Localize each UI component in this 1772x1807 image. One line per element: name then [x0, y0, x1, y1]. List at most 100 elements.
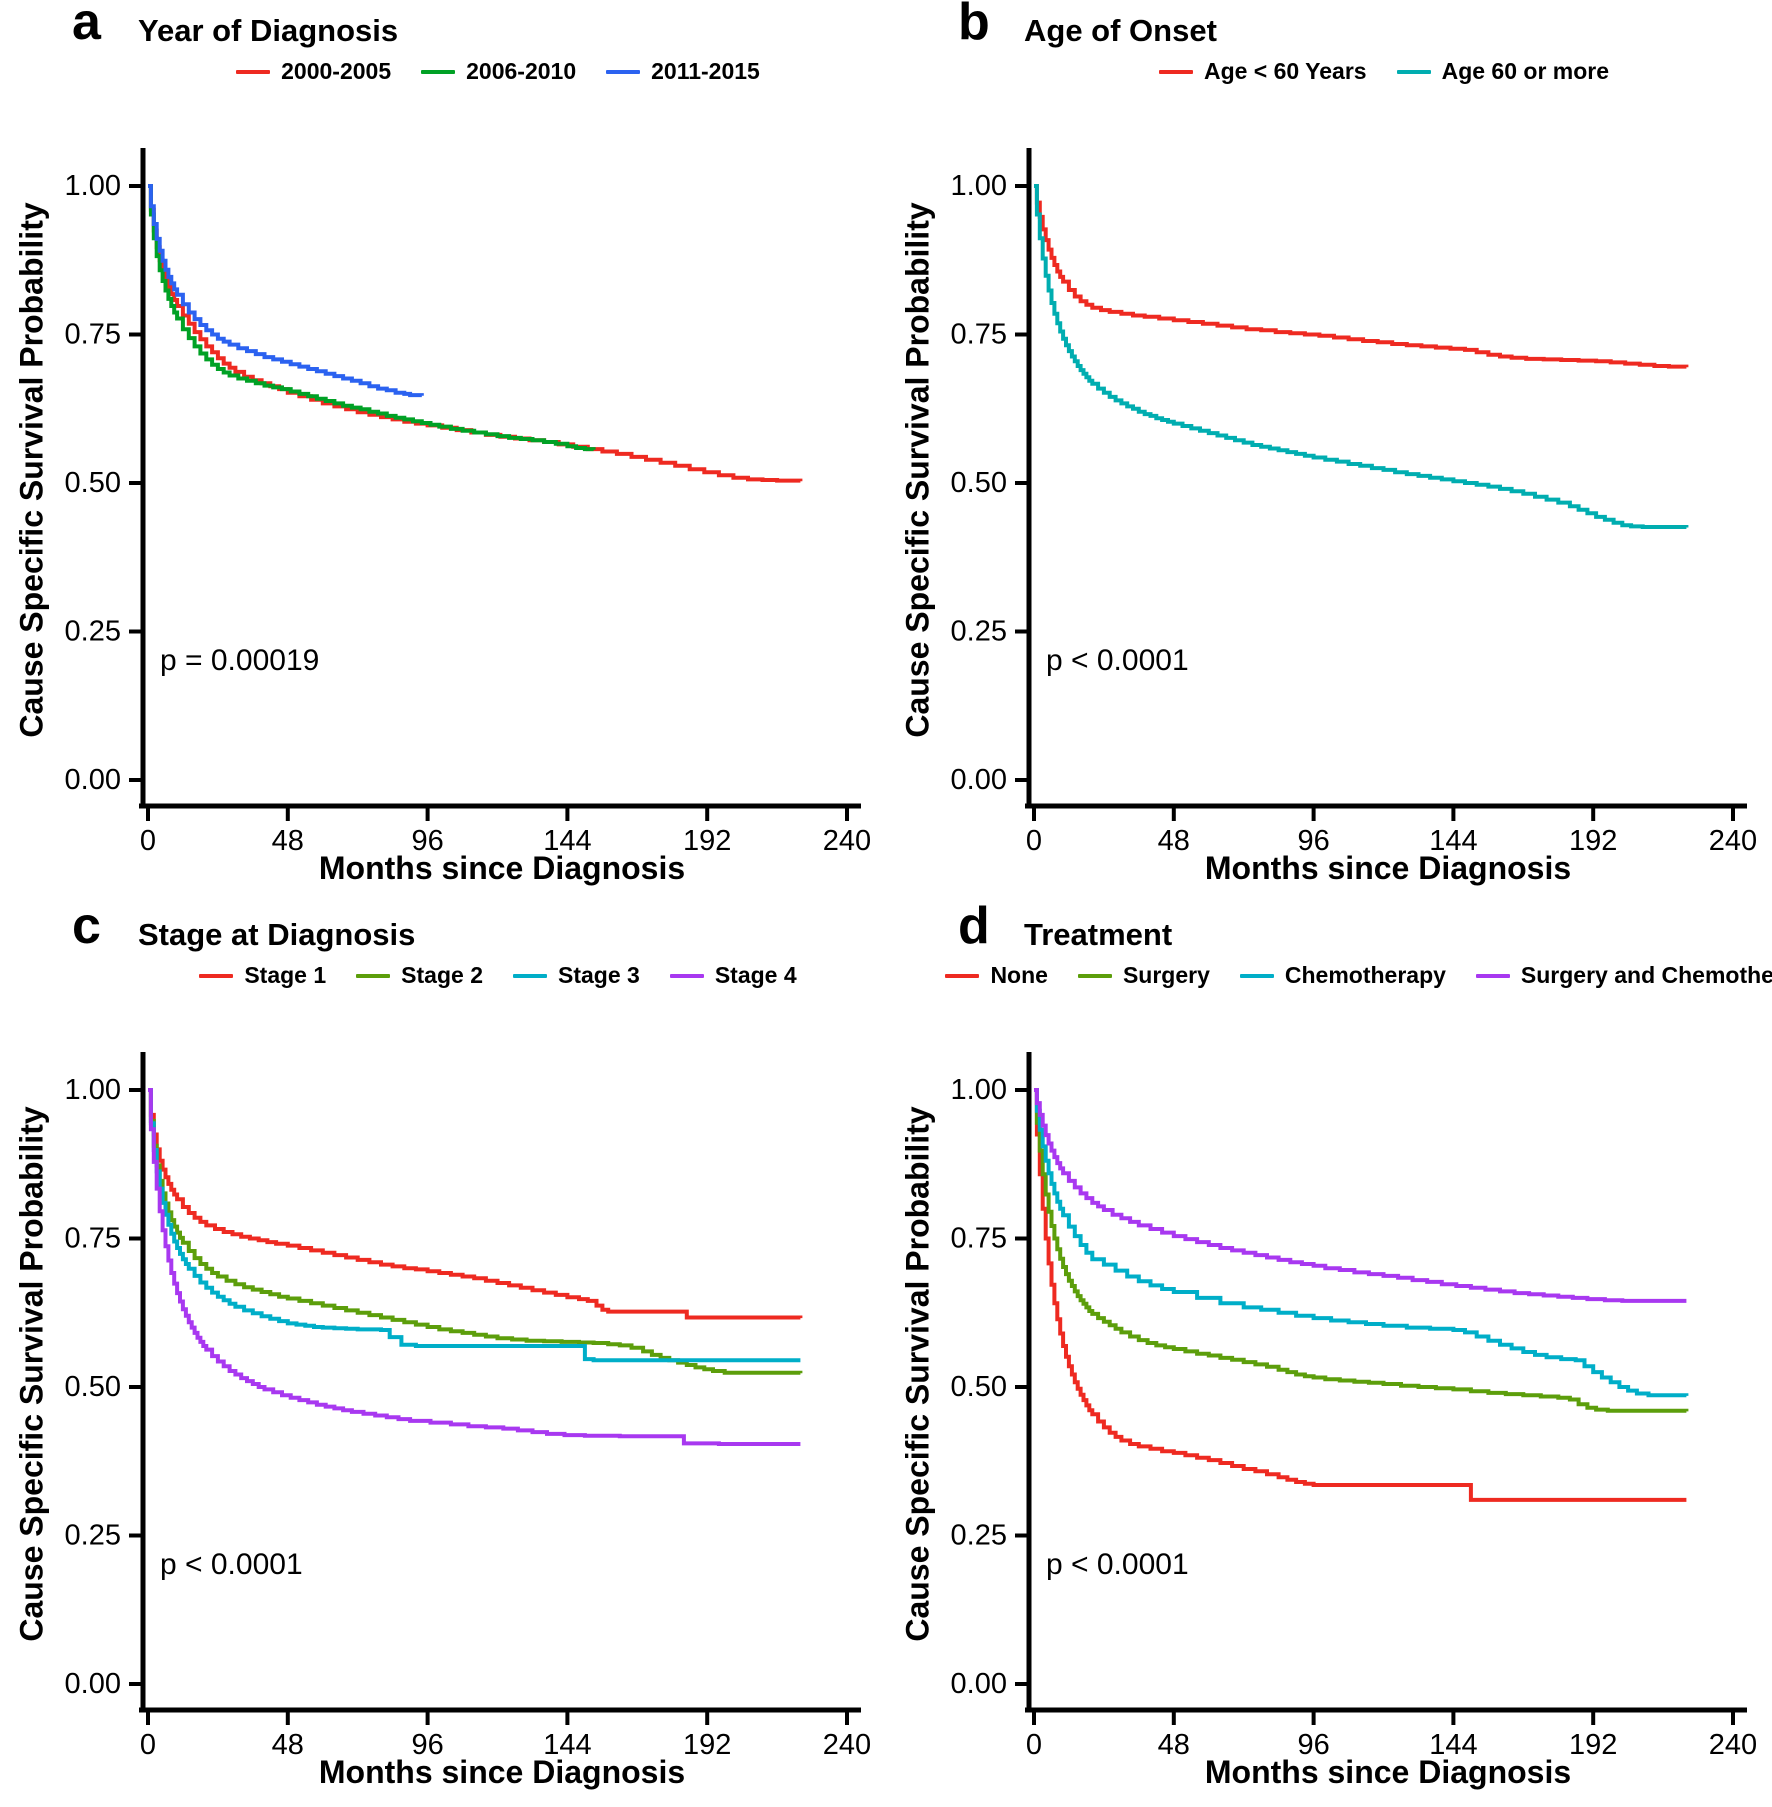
legend-label: 2011-2015 [651, 58, 760, 84]
panel-title: Stage at Diagnosis [138, 917, 416, 952]
y-tick-label: 0.75 [65, 1223, 121, 1255]
x-tick-label: 48 [1158, 825, 1190, 857]
legend: Stage 1 Stage 2 Stage 3 Stage 4 [88, 962, 908, 989]
km-curve-stage-2 [148, 1088, 803, 1375]
legend-item-2000-2005: 2000-2005 [236, 58, 391, 85]
km-curve-stage-3 [148, 1088, 801, 1363]
legend: Age < 60 Years Age 60 or more [974, 58, 1772, 85]
y-tick-label: 0.75 [951, 319, 1007, 351]
y-tick-label: 1.00 [65, 170, 121, 202]
km-plot-svg: 1.00 0.75 0.50 0.25 0.00 0 48 96 144 192 240 [65, 148, 871, 857]
p-value-annotation: p < 0.0001 [160, 1548, 303, 1581]
x-tick-label: 144 [543, 1729, 591, 1761]
km-curve-age-60-years [1034, 184, 1689, 369]
x-tick-label: 0 [1026, 1729, 1042, 1761]
x-tick-label: 0 [1026, 825, 1042, 857]
km-curve-age-60-or-more [1034, 184, 1689, 529]
y-tick-label: 0.50 [951, 1371, 1007, 1403]
y-tick-label: 0.50 [65, 467, 121, 499]
legend-item-age-60-or-more: Age 60 or more [1396, 58, 1610, 85]
p-value-annotation: p = 0.00019 [160, 644, 320, 677]
legend-label: Stage 4 [714, 962, 797, 988]
y-tick-label: 0.75 [65, 319, 121, 351]
legend-swatch-surgery [1077, 973, 1112, 978]
legend-item-stage-4: Stage 4 [669, 962, 797, 989]
x-axis-title: Months since Diagnosis [1204, 1754, 1572, 1790]
legend-label: Age < 60 Years [1203, 58, 1367, 84]
y-tick-label: 0.25 [951, 616, 1007, 648]
legend-swatch-none [945, 973, 980, 978]
y-tick-label: 0.50 [951, 467, 1007, 499]
x-tick-label: 48 [272, 825, 304, 857]
legend-label: Chemotherapy [1284, 962, 1446, 988]
legend-swatch-surgery-and-chemotherapy [1475, 973, 1510, 978]
panel-title: Age of Onset [1024, 13, 1217, 48]
x-tick-label: 48 [272, 1729, 304, 1761]
km-curve-stage-1 [148, 1088, 803, 1320]
x-tick-label: 240 [1709, 1729, 1757, 1761]
legend-label: Surgery and Chemotherapy [1520, 962, 1772, 988]
x-tick-label: 144 [1429, 825, 1477, 857]
x-tick-label: 96 [1297, 1729, 1329, 1761]
legend-item-stage-1: Stage 1 [199, 962, 326, 989]
legend-swatch-2006-2010 [421, 69, 456, 74]
legend-label: Age 60 or more [1441, 58, 1610, 84]
legend-label: Stage 2 [401, 962, 483, 988]
legend-label: 2000-2005 [281, 58, 392, 84]
legend-item-2011-2015: 2011-2015 [606, 58, 760, 85]
legend-label: Stage 1 [244, 962, 327, 988]
y-tick-label: 0.25 [65, 616, 121, 648]
km-curve-none [1034, 1088, 1687, 1502]
legend-swatch-chemotherapy [1239, 973, 1274, 978]
legend: 2000-2005 2006-2010 2011-2015 [88, 58, 908, 85]
legend-item-stage-2: Stage 2 [356, 962, 483, 989]
x-tick-label: 0 [140, 825, 156, 857]
x-tick-label: 192 [1569, 825, 1617, 857]
legend-item-none: None [945, 962, 1048, 989]
x-axis-title: Months since Diagnosis [318, 1754, 686, 1790]
panel-letter: b [958, 0, 990, 51]
y-tick-label: 0.25 [951, 1520, 1007, 1552]
x-tick-label: 240 [1709, 825, 1757, 857]
km-curve-stage-4 [148, 1088, 801, 1446]
legend-swatch-stage-2 [356, 973, 391, 978]
legend-swatch-age-60-years [1158, 69, 1193, 74]
legend-item-age-60-years: Age < 60 Years [1158, 58, 1367, 85]
x-tick-label: 96 [1297, 825, 1329, 857]
km-plot-svg: 1.00 0.75 0.50 0.25 0.00 0 48 96 144 192 240 [65, 1052, 871, 1761]
x-tick-label: 144 [543, 825, 591, 857]
km-plot-svg: 1.00 0.75 0.50 0.25 0.00 0 48 96 144 192 240 [951, 148, 1757, 857]
x-tick-label: 192 [683, 1729, 731, 1761]
km-curve-2006-2010 [148, 184, 596, 452]
panel-a: a Year of Diagnosis 2000-2005 2006-2010 20… [0, 0, 886, 903]
legend-swatch-age-60-or-more [1396, 69, 1431, 74]
legend-item-2006-2010: 2006-2010 [421, 58, 576, 85]
y-tick-label: 0.00 [65, 764, 121, 796]
legend-item-stage-3: Stage 3 [513, 962, 640, 989]
legend-swatch-stage-4 [669, 973, 704, 978]
legend-label: Surgery [1122, 962, 1210, 988]
x-tick-label: 96 [411, 825, 443, 857]
panel-title: Year of Diagnosis [138, 13, 399, 48]
panel-b: b Age of Onset Age < 60 Years Age 60 or m… [886, 0, 1772, 903]
panel-letter: d [958, 897, 990, 955]
p-value-annotation: p < 0.0001 [1046, 644, 1189, 677]
y-tick-label: 0.00 [951, 1668, 1007, 1700]
panel-letter: c [72, 897, 101, 955]
km-curve-surgery [1034, 1088, 1689, 1413]
y-tick-label: 0.00 [65, 1668, 121, 1700]
y-tick-label: 0.00 [951, 764, 1007, 796]
km-curve-surgery-and-chemotherapy [1034, 1088, 1687, 1303]
legend: None Surgery Chemotherapy Surgery and Chemo… [945, 962, 1772, 989]
x-tick-label: 144 [1429, 1729, 1477, 1761]
y-tick-label: 1.00 [65, 1074, 121, 1106]
km-curve-2000-2005 [148, 184, 803, 483]
x-axis-title: Months since Diagnosis [318, 850, 686, 886]
legend-swatch-stage-1 [199, 973, 234, 978]
y-tick-label: 1.00 [951, 1074, 1007, 1106]
x-tick-label: 0 [140, 1729, 156, 1761]
panel-letter: a [72, 0, 101, 51]
legend-swatch-2011-2015 [606, 69, 641, 74]
y-tick-label: 0.25 [65, 1520, 121, 1552]
